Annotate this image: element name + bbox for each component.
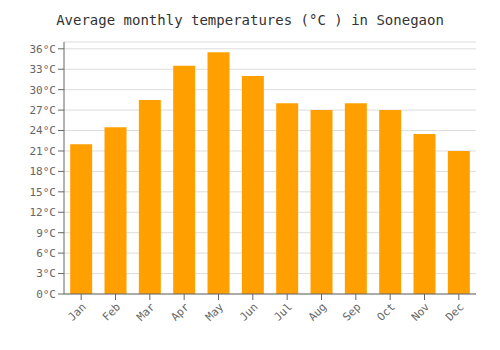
svg-text:May: May [203,300,227,324]
svg-text:9°C: 9°C [36,227,56,240]
svg-text:Jan: Jan [66,300,89,323]
svg-text:6°C: 6°C [36,247,56,260]
svg-text:Aug: Aug [306,300,329,323]
svg-text:18°C: 18°C [30,165,57,178]
svg-text:3°C: 3°C [36,267,56,280]
html-text:Average monthly temperatures (: Average monthly temperatures (°C ) in So… [56,12,444,28]
svg-text:15°C: 15°C [30,186,57,199]
svg-text:Jul: Jul [272,300,295,323]
svg-text:Mar: Mar [134,300,158,324]
svg-text:12°C: 12°C [30,206,57,219]
svg-text:33°C: 33°C [30,63,57,76]
svg-text:36°C: 36°C [30,43,57,56]
svg-text:Sep: Sep [340,300,363,323]
svg-text:Nov: Nov [409,300,433,324]
svg-text:0°C: 0°C [36,288,56,301]
svg-text:27°C: 27°C [30,104,57,117]
svg-text:Apr: Apr [169,300,193,324]
svg-text:Dec: Dec [443,300,466,323]
svg-text:Feb: Feb [100,300,123,323]
svg-text:24°C: 24°C [30,124,57,137]
svg-text:Jun: Jun [237,300,260,323]
svg-text:30°C: 30°C [30,84,57,97]
svg-text:21°C: 21°C [30,145,57,158]
svg-text:Oct: Oct [375,300,398,323]
